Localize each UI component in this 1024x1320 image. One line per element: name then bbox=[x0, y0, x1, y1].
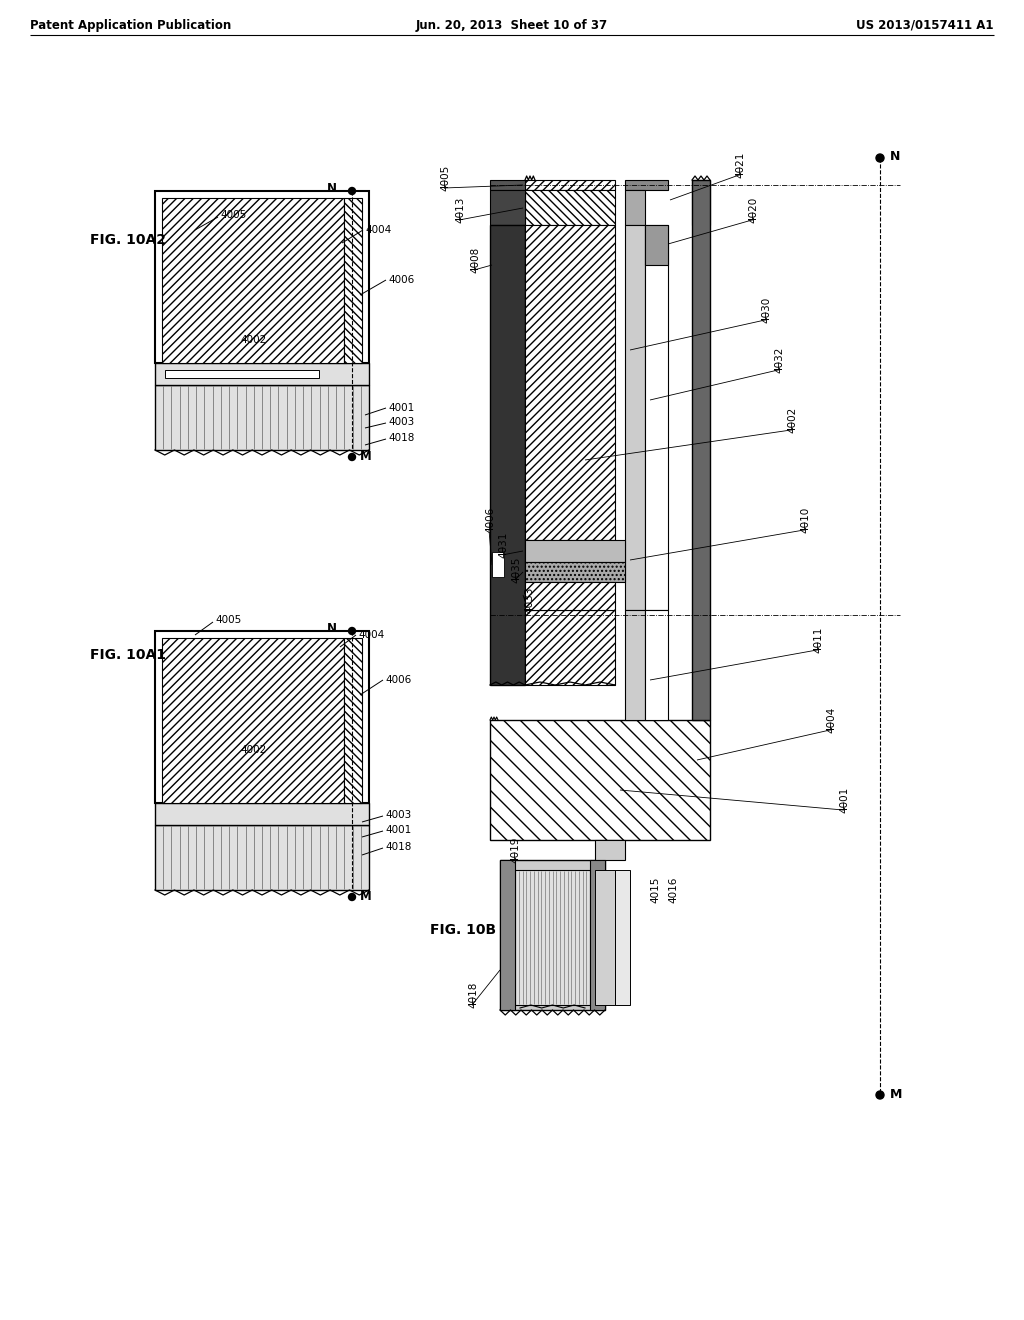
Text: 4005: 4005 bbox=[440, 165, 450, 191]
Bar bbox=[525, 582, 615, 610]
Bar bbox=[645, 610, 668, 719]
Text: 4018: 4018 bbox=[385, 842, 412, 851]
Bar bbox=[525, 224, 615, 540]
Circle shape bbox=[348, 627, 355, 635]
Text: M: M bbox=[360, 891, 372, 903]
Text: US 2013/0157411 A1: US 2013/0157411 A1 bbox=[856, 18, 994, 32]
Bar bbox=[625, 180, 668, 190]
Circle shape bbox=[348, 894, 355, 900]
Bar bbox=[155, 363, 369, 385]
Text: 4003: 4003 bbox=[388, 417, 415, 426]
Bar bbox=[155, 631, 369, 803]
Text: 4002: 4002 bbox=[240, 744, 266, 755]
Text: 4005: 4005 bbox=[220, 210, 246, 220]
Text: 4020: 4020 bbox=[748, 197, 758, 223]
Bar bbox=[525, 562, 625, 582]
Bar bbox=[162, 638, 344, 803]
Bar bbox=[692, 180, 710, 190]
Text: 4001: 4001 bbox=[385, 825, 412, 836]
Text: Jun. 20, 2013  Sheet 10 of 37: Jun. 20, 2013 Sheet 10 of 37 bbox=[416, 18, 608, 32]
Bar bbox=[595, 870, 615, 1005]
Bar bbox=[165, 370, 319, 378]
Text: M: M bbox=[890, 1089, 902, 1101]
Text: 4004: 4004 bbox=[826, 708, 836, 733]
Text: 4018: 4018 bbox=[388, 433, 415, 444]
Text: 4004: 4004 bbox=[358, 630, 384, 640]
Text: 4008: 4008 bbox=[470, 247, 480, 273]
Bar bbox=[500, 861, 605, 1010]
Bar bbox=[525, 190, 615, 224]
Bar bbox=[692, 190, 710, 224]
Text: 4002: 4002 bbox=[240, 335, 266, 345]
Text: 4019: 4019 bbox=[510, 837, 520, 863]
Text: 4021: 4021 bbox=[735, 152, 745, 178]
Bar bbox=[500, 861, 515, 1010]
Text: 4001: 4001 bbox=[839, 787, 849, 813]
Circle shape bbox=[348, 454, 355, 461]
Text: 4010: 4010 bbox=[800, 507, 810, 533]
Circle shape bbox=[876, 1092, 884, 1100]
Bar bbox=[344, 198, 362, 363]
Text: Patent Application Publication: Patent Application Publication bbox=[30, 18, 231, 32]
Text: 4004: 4004 bbox=[365, 224, 391, 235]
Bar bbox=[525, 610, 615, 685]
Circle shape bbox=[876, 154, 884, 162]
Text: 4011: 4011 bbox=[813, 627, 823, 653]
Text: 4006: 4006 bbox=[385, 675, 412, 685]
Bar bbox=[645, 224, 668, 610]
Bar bbox=[615, 870, 630, 1005]
Text: 4003: 4003 bbox=[385, 810, 412, 820]
Text: 4032: 4032 bbox=[774, 347, 784, 374]
Bar bbox=[692, 180, 710, 719]
Bar bbox=[492, 552, 504, 577]
Bar bbox=[595, 840, 625, 861]
Text: 4030: 4030 bbox=[761, 297, 771, 323]
Bar bbox=[490, 224, 525, 685]
Bar bbox=[490, 190, 525, 224]
Text: 4018: 4018 bbox=[468, 982, 478, 1008]
Text: N: N bbox=[327, 623, 337, 635]
Text: 4001: 4001 bbox=[388, 403, 415, 413]
Bar bbox=[162, 198, 344, 363]
Bar bbox=[525, 180, 615, 190]
Text: 4005: 4005 bbox=[215, 615, 242, 624]
Bar bbox=[155, 825, 369, 890]
Text: 4016: 4016 bbox=[668, 876, 678, 903]
Text: N: N bbox=[890, 149, 900, 162]
Text: 4006: 4006 bbox=[388, 275, 415, 285]
Bar bbox=[625, 190, 645, 224]
Bar bbox=[344, 638, 362, 803]
Bar bbox=[645, 224, 668, 265]
Text: 4035: 4035 bbox=[511, 557, 521, 583]
Text: FIG. 10A2: FIG. 10A2 bbox=[90, 234, 166, 247]
Text: 4015: 4015 bbox=[650, 876, 660, 903]
Bar bbox=[155, 191, 369, 363]
Text: 4031: 4031 bbox=[498, 532, 508, 558]
Text: N: N bbox=[327, 182, 337, 195]
Bar bbox=[525, 540, 625, 562]
Text: 4006: 4006 bbox=[485, 507, 495, 533]
Text: M: M bbox=[360, 450, 372, 463]
Text: 4002: 4002 bbox=[787, 407, 797, 433]
Bar bbox=[490, 180, 525, 190]
Circle shape bbox=[348, 187, 355, 194]
Text: FIG. 10A1: FIG. 10A1 bbox=[90, 648, 166, 663]
Bar bbox=[625, 224, 645, 610]
Bar bbox=[490, 719, 710, 840]
Bar bbox=[155, 803, 369, 825]
Bar bbox=[155, 385, 369, 450]
Text: 4013: 4013 bbox=[455, 197, 465, 223]
Bar bbox=[515, 870, 590, 1005]
Text: 4033: 4033 bbox=[524, 587, 534, 614]
Bar bbox=[625, 610, 645, 719]
Text: FIG. 10B: FIG. 10B bbox=[430, 923, 496, 937]
Bar bbox=[590, 861, 605, 1010]
